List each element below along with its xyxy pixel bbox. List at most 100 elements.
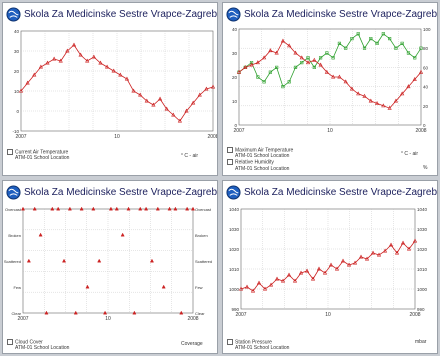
data-point bbox=[362, 46, 367, 50]
data-point bbox=[352, 260, 358, 265]
data-point bbox=[370, 250, 376, 255]
data-point bbox=[293, 50, 298, 55]
data-point bbox=[337, 41, 342, 46]
data-point bbox=[419, 46, 423, 50]
data-point bbox=[177, 118, 182, 123]
y-tick-label: 1010 bbox=[229, 267, 240, 272]
y-tick-label: 100 bbox=[423, 27, 431, 32]
data-point bbox=[161, 284, 166, 289]
legend-series: Cloud Cover bbox=[15, 339, 43, 346]
y-tick-label: 20 bbox=[14, 69, 20, 74]
data-point bbox=[50, 206, 55, 211]
x-tick-label: 10 bbox=[114, 134, 120, 140]
data-point bbox=[65, 48, 70, 53]
legend: Current Air Temperature ATM-01 School Lo… bbox=[7, 149, 69, 161]
x-tick-label: 10 bbox=[327, 128, 333, 134]
data-point bbox=[249, 62, 254, 67]
data-point bbox=[400, 240, 406, 245]
data-point bbox=[58, 58, 63, 63]
data-point bbox=[305, 60, 311, 65]
unit-label: ° C - air bbox=[401, 151, 418, 157]
data-point bbox=[310, 276, 316, 281]
y-tick-label: 1000 bbox=[229, 287, 240, 292]
data-point bbox=[79, 206, 84, 211]
y-tick-label: 30 bbox=[14, 49, 20, 54]
data-point bbox=[387, 105, 392, 110]
data-point bbox=[71, 42, 77, 47]
data-point bbox=[18, 88, 24, 93]
data-point bbox=[78, 52, 83, 57]
data-point bbox=[151, 102, 156, 107]
x-tick-label: 10 bbox=[325, 312, 331, 318]
y-category-label: Overcast bbox=[5, 207, 22, 212]
unit-label: ° C - air bbox=[181, 153, 198, 159]
panel-air-temperature: Skola Za Medicinske Sestre Vrapce-Zagreb… bbox=[2, 2, 218, 176]
data-point bbox=[262, 286, 268, 291]
data-point bbox=[26, 258, 31, 263]
data-point bbox=[318, 62, 323, 67]
data-point bbox=[300, 60, 304, 65]
y-tick-label: 0 bbox=[423, 123, 426, 128]
data-point bbox=[334, 266, 340, 271]
legend-series: Current Air Temperature bbox=[15, 149, 69, 156]
x-tick-label: 2008 bbox=[187, 316, 198, 322]
data-point bbox=[111, 68, 116, 73]
data-point bbox=[331, 56, 335, 60]
y-tick-label: 1030 bbox=[229, 227, 240, 232]
data-point bbox=[85, 58, 90, 63]
data-point bbox=[67, 206, 72, 211]
y-category-label-right: Few bbox=[195, 285, 203, 290]
data-point bbox=[171, 112, 176, 117]
legend-location-2: ATM-01 School Location bbox=[235, 165, 290, 172]
y-tick-label: 0 bbox=[234, 123, 237, 128]
data-point bbox=[287, 43, 292, 48]
data-point bbox=[91, 206, 96, 211]
data-point bbox=[275, 65, 279, 69]
data-point bbox=[44, 310, 49, 315]
plot-area: Overcast Overcast Broken Broken Scattered Sca… bbox=[4, 206, 212, 322]
data-point bbox=[393, 98, 398, 103]
globe-logo-icon bbox=[226, 6, 241, 22]
data-point bbox=[324, 69, 329, 74]
data-point bbox=[274, 276, 280, 281]
data-point bbox=[173, 206, 178, 211]
data-point bbox=[325, 51, 329, 55]
data-point bbox=[98, 60, 103, 65]
data-point bbox=[138, 206, 143, 211]
panel-cloud-cover: Skola Za Medicinske Sestre Vrapce-Zagreb… bbox=[2, 180, 218, 354]
data-point bbox=[164, 106, 169, 111]
data-point bbox=[388, 37, 392, 41]
y-tick-label: 30 bbox=[232, 51, 238, 56]
data-point bbox=[400, 41, 404, 46]
y-tick-label: 1020 bbox=[229, 247, 240, 252]
data-point bbox=[374, 100, 380, 105]
data-point bbox=[356, 32, 360, 36]
data-point bbox=[157, 96, 163, 101]
data-point bbox=[358, 254, 364, 259]
legend: Station Pressure ATM-01 School Location bbox=[227, 339, 289, 351]
data-point bbox=[349, 86, 355, 91]
data-point bbox=[124, 76, 130, 81]
y-tick-label: 1010 bbox=[417, 267, 428, 272]
y-tick-label: 1040 bbox=[229, 207, 240, 212]
legend: Cloud Cover ATM-01 School Location bbox=[7, 339, 69, 351]
data-point bbox=[287, 80, 291, 84]
y-tick-label: 40 bbox=[14, 29, 20, 34]
data-point bbox=[388, 242, 394, 247]
y-tick-label: -10 bbox=[12, 129, 19, 134]
data-point bbox=[316, 266, 322, 271]
data-point bbox=[103, 310, 108, 315]
data-point bbox=[376, 252, 382, 257]
data-point bbox=[280, 38, 286, 43]
data-point bbox=[131, 88, 136, 93]
y-tick-label: 40 bbox=[423, 85, 429, 90]
data-point bbox=[343, 79, 348, 84]
unit-label: Coverage bbox=[181, 341, 203, 347]
legend-location: ATM-01 School Location bbox=[235, 153, 290, 160]
data-point bbox=[45, 60, 50, 65]
y-category-label-right: Clear bbox=[195, 311, 205, 316]
data-point bbox=[244, 284, 250, 289]
panel-header: Skola Za Medicinske Sestre Vrapce-Zagreb… bbox=[3, 3, 217, 25]
x-tick-label: 2007 bbox=[17, 316, 28, 322]
